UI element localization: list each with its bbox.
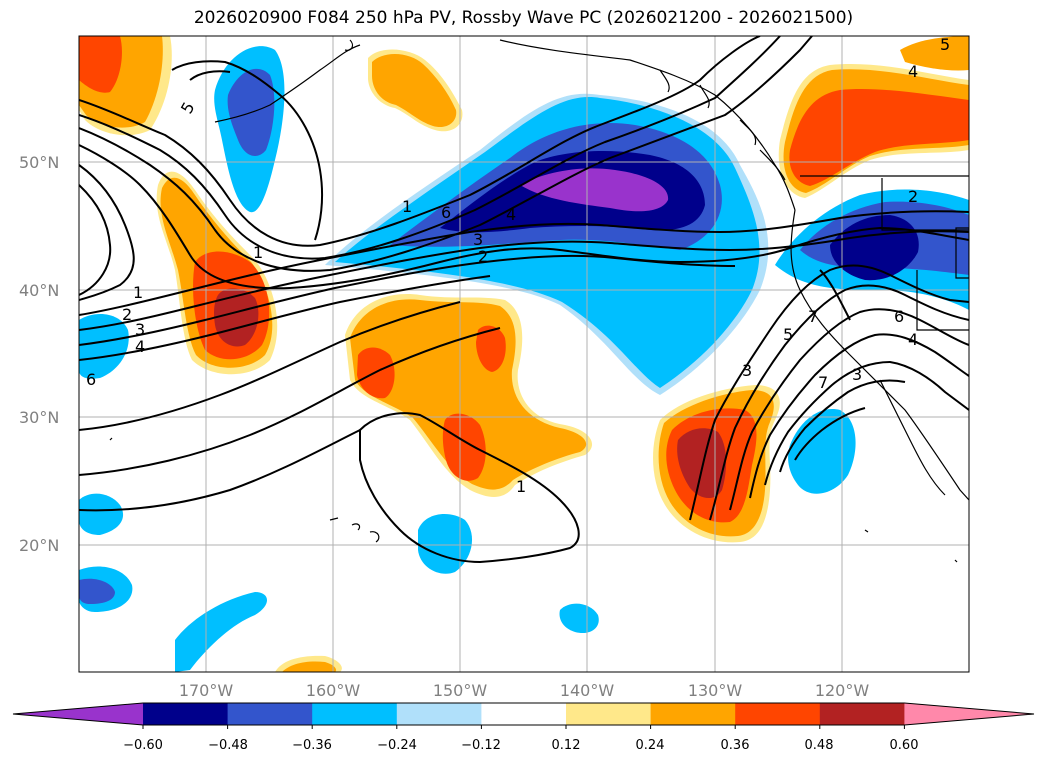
colorbar-swatch bbox=[143, 703, 229, 725]
colorbar-tick-labels: −0.60 −0.48 −0.36 −0.24 −0.12 0.12 0.24 … bbox=[123, 738, 918, 753]
lat-label: 20°N bbox=[19, 536, 59, 555]
contour-label: 6 bbox=[86, 370, 96, 389]
colorbar-tick-label: 0.36 bbox=[721, 738, 750, 753]
contour-label: 2 bbox=[908, 187, 918, 206]
lat-label: 30°N bbox=[19, 408, 59, 427]
contour-label: 3 bbox=[852, 365, 862, 384]
colorbar-tick-label: −0.24 bbox=[377, 738, 417, 753]
contour-label: 4 bbox=[908, 62, 918, 81]
colorbar-tick-label: −0.48 bbox=[208, 738, 248, 753]
neg-anomaly-hawaii bbox=[418, 514, 473, 574]
contour-label: 4 bbox=[908, 330, 918, 349]
map-frame bbox=[78, 35, 970, 673]
colorbar-extend-max bbox=[904, 703, 1034, 725]
colorbar-swatch bbox=[227, 703, 313, 725]
contour-label: 2 bbox=[122, 305, 132, 324]
colorbar-extend-min bbox=[13, 703, 143, 725]
contour-label: 6 bbox=[894, 307, 904, 326]
contour-label: 3 bbox=[473, 230, 483, 249]
colorbar-tick-label: 0.60 bbox=[890, 738, 919, 753]
coastlines bbox=[109, 39, 969, 563]
colorbar-swatch bbox=[396, 703, 482, 725]
contour-label: 4 bbox=[135, 337, 145, 356]
pos-anomaly-gulf-2 bbox=[372, 53, 457, 128]
lon-label: 130°W bbox=[688, 681, 743, 700]
neg-anomaly-baja bbox=[788, 409, 856, 494]
pv-contours bbox=[79, 36, 969, 564]
colorbar-tick-label: −0.36 bbox=[292, 738, 332, 753]
neg-anomaly-south bbox=[175, 592, 268, 672]
colorbar-swatch bbox=[481, 703, 567, 725]
contour-label: 2 bbox=[478, 247, 488, 266]
colorbar-swatch bbox=[650, 703, 736, 725]
longitude-labels: 170°W 160°W 150°W 140°W 130°W 120°W bbox=[179, 681, 870, 700]
colorbar-swatch bbox=[566, 703, 652, 725]
contour-label: 5 bbox=[940, 35, 950, 54]
contour-label: 7 bbox=[808, 307, 818, 326]
pos-anomaly-central-4 bbox=[476, 325, 506, 372]
contour-label: 3 bbox=[135, 320, 145, 339]
map-title: 2026020900 F084 250 hPa PV, Rossby Wave … bbox=[193, 8, 854, 28]
lon-label: 120°W bbox=[815, 681, 870, 700]
contour-label: 6 bbox=[441, 203, 451, 222]
graticule bbox=[79, 36, 969, 672]
lat-label: 50°N bbox=[19, 153, 59, 172]
lon-label: 160°W bbox=[306, 681, 361, 700]
pos-anomaly-central-5 bbox=[442, 413, 486, 481]
colorbar-tick-label: −0.12 bbox=[461, 738, 501, 753]
contour-label: 1 bbox=[133, 283, 143, 302]
colorbar-swatch bbox=[735, 703, 821, 725]
pos-anomaly-central-2 bbox=[350, 299, 587, 490]
pos-anomaly-subtropical-east-4 bbox=[677, 428, 727, 499]
neg-anomaly-north-pacific-5 bbox=[520, 168, 669, 212]
contour-label: 5 bbox=[783, 325, 793, 344]
colorbar-tick-label: 0.48 bbox=[805, 738, 834, 753]
contour-labels: 5 1 6 4 3 2 1 2 3 4 6 1 3 5 7 6 4 1 3 2 … bbox=[86, 35, 950, 496]
lat-label: 40°N bbox=[19, 281, 59, 300]
contour-label: 1 bbox=[516, 477, 526, 496]
colorbar-tick-label: 0.12 bbox=[552, 738, 581, 753]
neg-anomaly-west-edge bbox=[79, 314, 129, 379]
pos-anomaly-south-center-2 bbox=[282, 661, 337, 672]
lon-label: 150°W bbox=[433, 681, 488, 700]
lon-label: 170°W bbox=[179, 681, 234, 700]
colorbar-tick-label: −0.60 bbox=[123, 738, 163, 753]
pos-anomaly-pnw-4 bbox=[900, 36, 969, 71]
neg-anomaly-south-2 bbox=[559, 603, 599, 634]
lon-label: 140°W bbox=[560, 681, 615, 700]
colorbar-swatch bbox=[312, 703, 398, 725]
contour-label: 3 bbox=[742, 361, 752, 380]
neg-anomaly-southwest bbox=[79, 493, 124, 535]
contour-label: 4 bbox=[506, 205, 516, 224]
contour-label: 1 bbox=[253, 243, 263, 262]
latitude-labels: 50°N 40°N 30°N 20°N bbox=[19, 153, 59, 555]
colorbar-tick-label: 0.24 bbox=[636, 738, 665, 753]
contour-label: 7 bbox=[818, 373, 828, 392]
neg-anomaly-southwest-3 bbox=[79, 578, 115, 604]
pos-anomaly-northwest-3 bbox=[79, 36, 122, 93]
contour-label: 1 bbox=[402, 197, 412, 216]
colorbar-swatch bbox=[819, 703, 905, 725]
map-area: 5 1 6 4 3 2 1 2 3 4 6 1 3 5 7 6 4 1 3 2 … bbox=[79, 35, 969, 672]
colorbar bbox=[12, 702, 1035, 729]
